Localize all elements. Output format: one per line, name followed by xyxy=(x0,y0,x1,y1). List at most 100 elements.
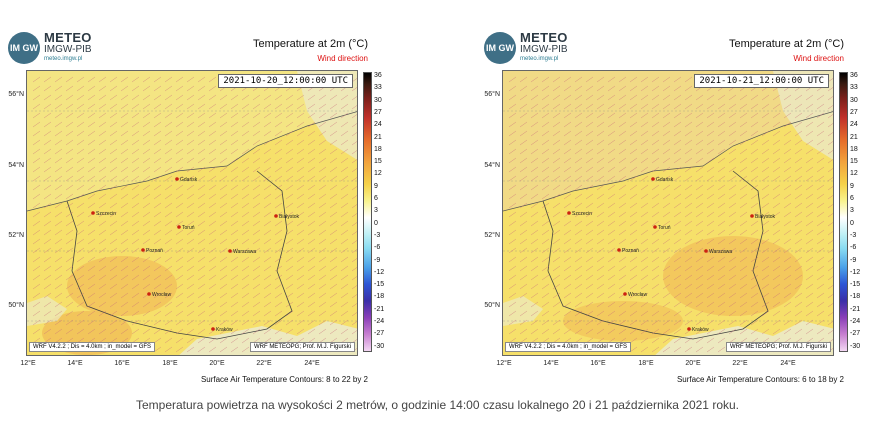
city-marker xyxy=(617,248,621,252)
date-label: 2021-10-21_12:00:00 UTC xyxy=(694,74,829,88)
author-info: WRF METEOPG; Prof. M.J. Figurski xyxy=(725,342,831,352)
city-marker xyxy=(91,211,95,215)
city-label: Gdańsk xyxy=(180,177,198,183)
city-label: Warszawa xyxy=(233,249,256,255)
colorbar-tick: -6 xyxy=(374,244,381,252)
map-title: Temperature at 2m (°C) xyxy=(728,38,844,50)
colorbar xyxy=(363,72,372,352)
colorbar-tick: 0 xyxy=(374,219,378,227)
brand-org: IMGW-PIB xyxy=(44,44,92,55)
city-label: Wrocław xyxy=(628,292,647,298)
colorbar-tick: -9 xyxy=(374,256,381,264)
colorbar-tick: 30 xyxy=(374,96,382,104)
colorbar-tick: 21 xyxy=(374,133,382,141)
colorbar-tick: -3 xyxy=(374,231,381,239)
colorbar-tick: -24 xyxy=(850,318,861,325)
colorbar-tick: 27 xyxy=(850,108,858,116)
colorbar-tick: 9 xyxy=(850,182,854,190)
colorbar-tick: 33 xyxy=(374,84,382,92)
city-label: Wrocław xyxy=(152,292,171,298)
author-info: WRF METEOPG; Prof. M.J. Figurski xyxy=(249,342,355,352)
figure-caption: Temperatura powietrza na wysokości 2 met… xyxy=(135,398,739,412)
lat-label: 54°N xyxy=(8,162,24,169)
colorbar-ticks: 36 33 30 27 24 21 18 15 12 9 6 3 0 -3 -6 -9 -12 -15 -18 -21… xyxy=(374,68,398,358)
map-subtitle: Wind direction xyxy=(317,54,368,63)
city-marker xyxy=(228,249,232,253)
colorbar-tick: -18 xyxy=(374,293,385,301)
colorbar-tick: 6 xyxy=(374,195,378,202)
lat-label: 52°N xyxy=(8,232,24,239)
city-marker xyxy=(141,248,145,252)
colorbar-tick: 24 xyxy=(374,121,382,129)
map-panel-right: IM GW METEO IMGW-PIB meteo.imgw.pl Tempe… xyxy=(476,26,875,384)
lat-label: 56°N xyxy=(8,91,24,98)
colorbar-tick: -15 xyxy=(374,281,385,289)
city-label: Szczecin xyxy=(572,211,592,217)
imgw-logo: IM GW xyxy=(8,32,40,64)
colorbar-tick: 3 xyxy=(374,207,378,215)
lon-label: 24°E xyxy=(780,360,796,367)
contour-info: Surface Air Temperature Contours: 8 to 2… xyxy=(200,375,368,384)
model-info: WRF V4.2.2 ; Dis = 4.0km ; in_model = GF… xyxy=(29,342,156,352)
city-label: Toruń xyxy=(658,225,671,231)
colorbar-tick: -12 xyxy=(850,268,861,276)
city-marker xyxy=(177,225,181,229)
city-marker xyxy=(750,214,754,218)
lon-label: 20°E xyxy=(209,360,225,367)
city-marker xyxy=(623,292,627,296)
colorbar-tick: -30 xyxy=(850,342,861,350)
colorbar-tick: 3 xyxy=(850,207,854,215)
lat-label: 50°N xyxy=(8,302,24,309)
lon-label: 22°E xyxy=(256,360,272,367)
colorbar-tick: 21 xyxy=(850,133,858,141)
colorbar-tick: -6 xyxy=(850,244,857,252)
contour-info: Surface Air Temperature Contours: 6 to 1… xyxy=(676,375,844,384)
city-label: Gdańsk xyxy=(656,177,674,183)
colorbar-tick: 33 xyxy=(850,84,858,92)
city-marker xyxy=(704,249,708,253)
lon-label: 20°E xyxy=(685,360,701,367)
colorbar-tick: 24 xyxy=(850,121,858,129)
lon-label: 22°E xyxy=(732,360,748,367)
city-label: Kraków xyxy=(216,327,233,333)
colorbar-tick: 12 xyxy=(850,170,858,178)
lat-label: 50°N xyxy=(484,302,500,309)
brand-url: meteo.imgw.pl xyxy=(520,56,559,62)
colorbar-tick: 27 xyxy=(374,108,382,116)
city-marker xyxy=(651,177,655,181)
lat-label: 52°N xyxy=(484,232,500,239)
colorbar-tick: 36 xyxy=(850,72,858,79)
colorbar-tick: 30 xyxy=(850,96,858,104)
lon-label: 18°E xyxy=(162,360,178,367)
lon-label: 14°E xyxy=(67,360,83,367)
brand-name: METEO xyxy=(44,30,92,45)
colorbar-tick: -27 xyxy=(850,330,861,338)
colorbar-tick: 36 xyxy=(374,72,382,79)
colorbar-tick: 18 xyxy=(374,145,382,153)
lon-label: 12°E xyxy=(20,360,36,367)
colorbar-tick: -24 xyxy=(374,318,385,325)
lat-label: 56°N xyxy=(484,91,500,98)
colorbar-tick: -18 xyxy=(850,293,861,301)
city-marker xyxy=(653,225,657,229)
map-subtitle: Wind direction xyxy=(793,54,844,63)
colorbar-tick: 18 xyxy=(850,145,858,153)
city-marker xyxy=(147,292,151,296)
colorbar-tick: 9 xyxy=(374,182,378,190)
colorbar-tick: -15 xyxy=(850,281,861,289)
imgw-logo: IM GW xyxy=(484,32,516,64)
model-info: WRF V4.2.2 ; Dis = 4.0km ; in_model = GF… xyxy=(505,342,632,352)
brand-url: meteo.imgw.pl xyxy=(44,56,83,62)
city-marker xyxy=(274,214,278,218)
colorbar-tick: 6 xyxy=(850,195,854,202)
city-label: Toruń xyxy=(182,225,195,231)
colorbar-tick: 15 xyxy=(374,158,382,166)
colorbar-tick: 0 xyxy=(850,219,854,227)
lon-label: 24°E xyxy=(304,360,320,367)
colorbar-tick: -3 xyxy=(850,231,857,239)
city-label: Szczecin xyxy=(96,211,116,217)
colorbar-tick: -27 xyxy=(374,330,385,338)
lat-label: 54°N xyxy=(484,162,500,169)
colorbar xyxy=(839,72,848,352)
city-label: Warszawa xyxy=(709,249,732,255)
